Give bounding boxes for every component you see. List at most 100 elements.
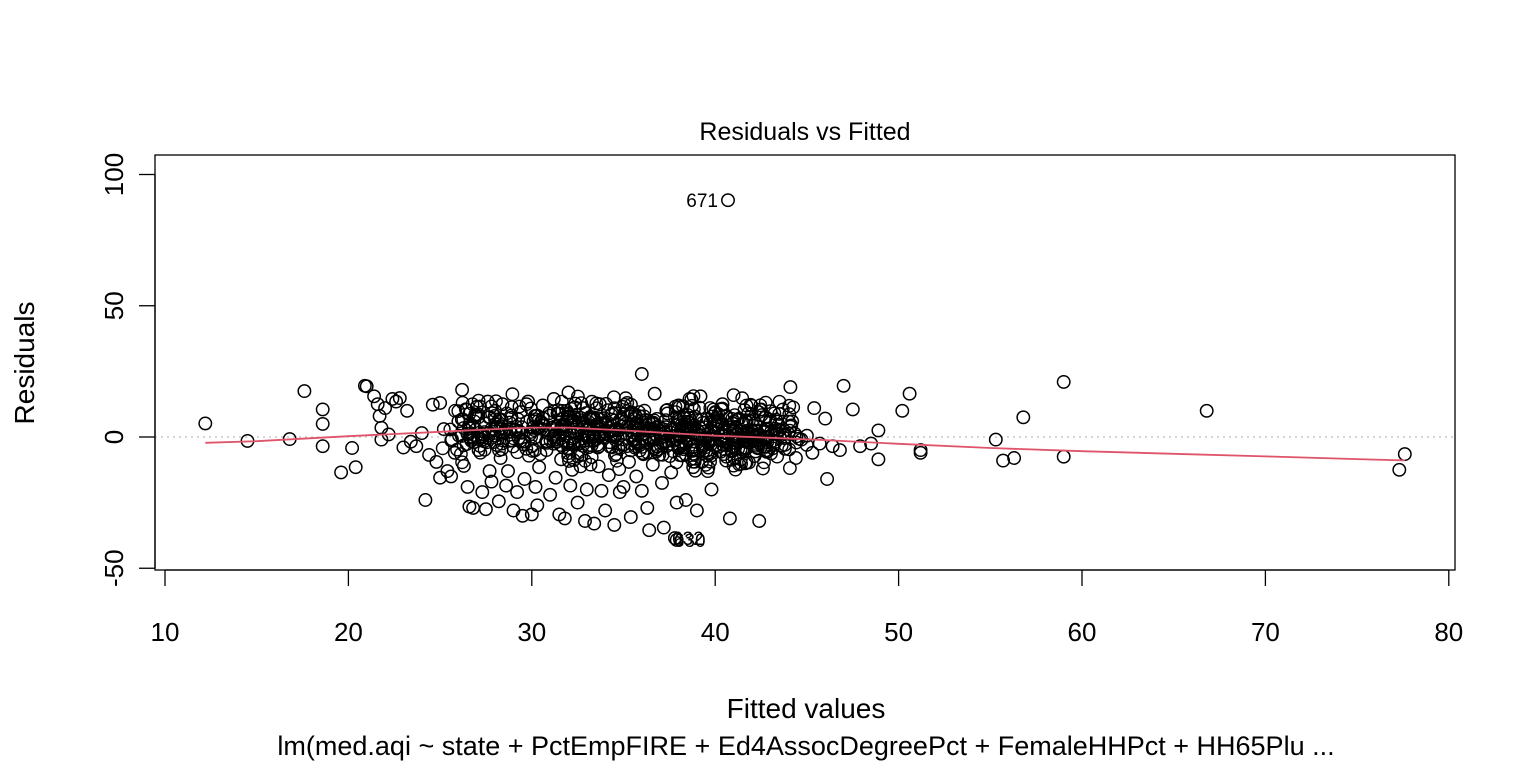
data-point — [469, 408, 484, 423]
data-point — [578, 514, 592, 528]
data-point — [587, 425, 602, 439]
data-point — [409, 439, 424, 454]
data-point — [297, 384, 312, 399]
data-point — [753, 402, 768, 417]
data-point — [655, 475, 669, 490]
data-point — [722, 511, 737, 526]
x-tick-label: 20 — [334, 617, 363, 647]
model-formula-subtitle: lm(med.aqi ~ state + PctEmpFIRE + Ed4Ass… — [277, 731, 1334, 761]
data-point — [579, 482, 594, 497]
data-point — [501, 464, 515, 479]
data-point — [546, 391, 561, 406]
data-point — [635, 446, 650, 460]
data-point — [484, 474, 499, 489]
data-point — [820, 472, 835, 486]
data-point — [425, 397, 440, 412]
data-point — [516, 434, 531, 449]
data-point — [1392, 462, 1407, 477]
data-point — [853, 439, 868, 454]
data-point — [494, 412, 509, 427]
data-point — [669, 455, 684, 470]
plot-frame — [154, 154, 1456, 571]
data-point — [418, 493, 433, 507]
data-point — [444, 469, 459, 484]
data-point — [590, 411, 605, 425]
data-point — [1199, 403, 1214, 418]
data-point — [477, 425, 492, 439]
data-point — [609, 453, 624, 468]
data-point — [693, 389, 708, 404]
data-point — [727, 424, 742, 439]
data-point — [678, 493, 693, 507]
data-point — [707, 424, 721, 439]
data-point — [503, 424, 517, 439]
data-point — [673, 430, 688, 445]
data-point — [754, 408, 769, 422]
data-point — [756, 439, 771, 454]
data-point — [752, 405, 766, 419]
data-point — [447, 445, 462, 460]
data-point — [783, 380, 798, 395]
data-point — [629, 469, 644, 484]
data-point — [515, 508, 530, 523]
data-point — [677, 411, 691, 425]
data-point — [471, 407, 485, 422]
data-point — [1056, 449, 1071, 464]
data-point — [665, 421, 679, 436]
data-point — [510, 485, 525, 500]
data-point — [665, 437, 680, 452]
data-point — [334, 465, 349, 480]
data-point — [589, 396, 604, 411]
data-point — [608, 448, 622, 463]
outlier-label: 630 — [674, 531, 706, 552]
data-point — [517, 472, 532, 486]
data-point — [385, 391, 400, 406]
data-point — [761, 421, 776, 436]
data-point — [392, 391, 407, 406]
data-point — [607, 390, 621, 405]
data-point — [436, 422, 451, 437]
data-point — [710, 437, 724, 452]
y-axis: -50 0 50 100 — [99, 153, 156, 587]
data-point — [772, 429, 787, 443]
data-point — [686, 446, 700, 461]
data-point — [548, 470, 563, 485]
data-point — [783, 461, 797, 475]
data-point — [374, 432, 389, 447]
data-point — [807, 401, 822, 416]
data-point — [448, 403, 462, 418]
data-point — [696, 436, 711, 451]
data-point — [1397, 447, 1412, 462]
data-point — [546, 436, 561, 451]
data-point — [782, 407, 797, 421]
data-point — [996, 453, 1011, 468]
data-point — [648, 441, 662, 456]
outlier-point — [721, 193, 735, 208]
data-point — [429, 454, 444, 469]
data-point — [788, 451, 803, 465]
data-point — [455, 455, 469, 470]
data-point — [782, 398, 797, 413]
data-point — [315, 416, 330, 431]
data-point — [717, 425, 732, 440]
data-point — [647, 413, 661, 428]
data-point — [561, 385, 576, 400]
data-point — [570, 495, 585, 510]
data-point — [739, 415, 754, 429]
data-point — [634, 367, 649, 381]
data-point — [478, 502, 493, 517]
data-point — [506, 431, 521, 446]
data-point — [684, 392, 699, 407]
data-point — [902, 386, 917, 401]
chart-title: Residuals vs Fitted — [699, 118, 910, 146]
data-point — [836, 378, 851, 393]
data-point — [562, 454, 576, 468]
data-point — [612, 413, 627, 428]
data-point — [359, 379, 374, 394]
data-point — [495, 397, 510, 412]
data-point — [422, 447, 437, 462]
data-point — [473, 399, 487, 414]
data-point — [543, 487, 558, 502]
data-point — [701, 436, 716, 451]
data-point — [484, 399, 499, 414]
